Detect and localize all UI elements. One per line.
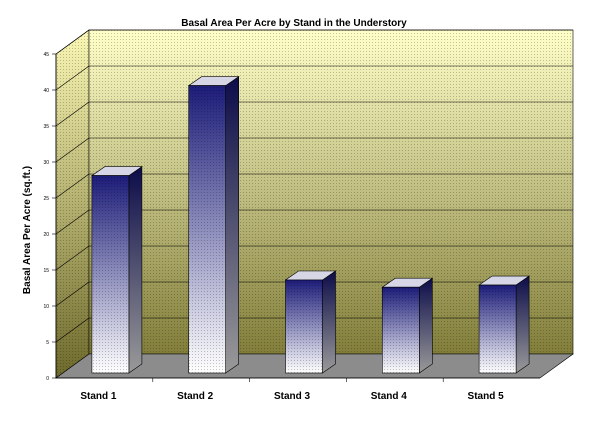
- y-axis-ticks: 0 5 10 15 20 25 30 35 40 45: [43, 52, 57, 382]
- y-tick-label: 15: [43, 268, 49, 274]
- bars: [90, 76, 531, 374]
- x-tick-label: Stand 2: [177, 391, 214, 402]
- gridline-side: [55, 173, 90, 199]
- bar-texture: [188, 85, 226, 373]
- gridline-side: [55, 101, 90, 127]
- y-tick-label: 30: [43, 160, 49, 166]
- x-tick-label: Stand 1: [80, 391, 117, 402]
- bar-side: [128, 166, 143, 374]
- bar-side: [418, 277, 433, 374]
- x-tick-label: Stand 4: [371, 391, 408, 402]
- gridline-side: [55, 65, 90, 91]
- side-wall-texture: [56, 30, 89, 378]
- gridline-side: [55, 281, 90, 307]
- gridline-side: [55, 245, 90, 271]
- bar: [187, 76, 240, 374]
- y-tick-label: 10: [43, 304, 49, 310]
- y-tick-label: 25: [43, 196, 49, 202]
- bar: [478, 275, 531, 374]
- bar-texture: [285, 280, 323, 373]
- gridline-side: [55, 317, 90, 343]
- bar: [381, 277, 434, 374]
- x-tick-label: Stand 3: [274, 391, 311, 402]
- y-tick-label: 40: [43, 88, 49, 94]
- x-tick-label: Stand 5: [468, 391, 505, 402]
- gridline-side: [55, 137, 90, 163]
- y-tick-label: 45: [43, 52, 49, 58]
- x-axis-ticks: Stand 1 Stand 2 Stand 3 Stand 4 Stand 5: [56, 377, 540, 402]
- bar-texture: [91, 175, 129, 373]
- gridline-side: [55, 29, 90, 55]
- bar-side: [225, 76, 239, 374]
- bar-texture: [479, 285, 517, 373]
- y-tick-label: 35: [43, 124, 49, 130]
- y-tick-label: 5: [46, 340, 49, 346]
- bar-side: [515, 275, 530, 374]
- chart-title: Basal Area Per Acre by Stand in the Unde…: [181, 18, 407, 29]
- y-tick-label: 20: [43, 232, 49, 238]
- bar-texture: [382, 287, 420, 373]
- y-tick-label: 0: [46, 376, 49, 382]
- gridline-side: [55, 209, 90, 235]
- y-axis-label: Basal Area Per Acre (sq.ft.): [22, 166, 33, 294]
- bar: [284, 270, 337, 374]
- bar-side: [322, 270, 336, 374]
- bar: [90, 166, 143, 374]
